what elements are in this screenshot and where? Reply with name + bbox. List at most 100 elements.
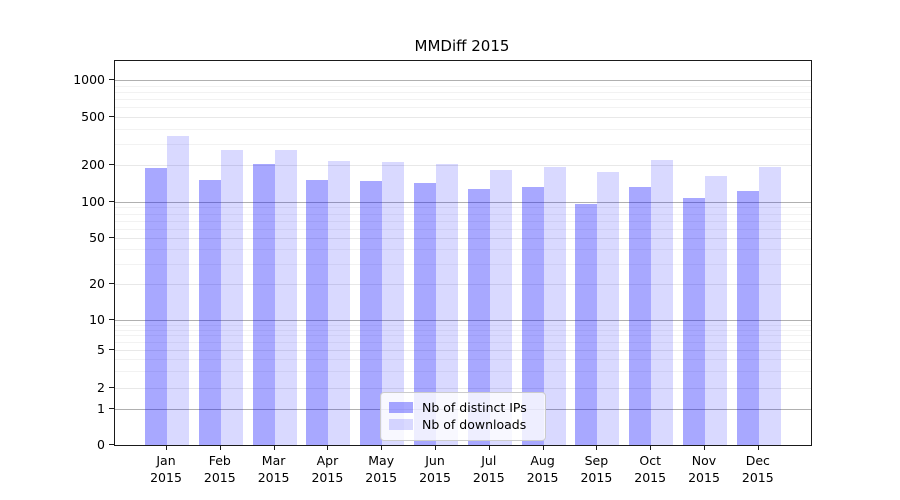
bar-downloads bbox=[758, 167, 781, 445]
x-tick-label-oct: Oct 2015 bbox=[620, 452, 680, 486]
x-tick-label-line: 2015 bbox=[365, 470, 398, 485]
bar-downloads bbox=[328, 160, 351, 445]
y-tick-label-0: 0 bbox=[97, 437, 105, 452]
y-tick-label-20: 20 bbox=[89, 276, 105, 291]
legend-swatch-downloads bbox=[389, 419, 413, 430]
minor-gridline bbox=[115, 263, 811, 265]
minor-gridline bbox=[115, 371, 811, 373]
bar-distinct-ips bbox=[360, 180, 383, 445]
x-tick-label-line: 2015 bbox=[150, 470, 182, 485]
x-tick-label-line: Aug bbox=[530, 453, 555, 468]
x-tick-label-line: Nov bbox=[691, 453, 717, 468]
x-tick-label-line: Apr bbox=[316, 453, 339, 468]
minor-gridline bbox=[115, 324, 811, 326]
x-tick-oct bbox=[650, 445, 652, 450]
x-tick-label-line: 2015 bbox=[741, 470, 774, 485]
legend-swatch-distinct-ips bbox=[389, 402, 413, 413]
bar-distinct-ips bbox=[306, 180, 329, 445]
bar-distinct-ips bbox=[683, 197, 705, 445]
minor-gridline bbox=[115, 335, 811, 337]
x-tick-label-line: Mar bbox=[261, 453, 286, 468]
x-tick-dec bbox=[757, 445, 759, 450]
y-tick-label-1000: 1000 bbox=[73, 72, 105, 87]
minor-gridline bbox=[115, 359, 811, 361]
chart-title: MMDiff 2015 bbox=[414, 37, 510, 55]
x-tick-label-aug: Aug 2015 bbox=[513, 452, 573, 486]
x-tick-nov bbox=[704, 445, 705, 450]
x-tick-label-dec: Dec 2015 bbox=[728, 452, 788, 486]
bar-downloads bbox=[436, 163, 458, 445]
minor-gridline bbox=[115, 207, 811, 209]
x-tick-label-line: 2015 bbox=[419, 470, 451, 485]
bar-downloads bbox=[167, 135, 189, 445]
bar-downloads bbox=[597, 171, 620, 445]
x-tick-label-line: Oct bbox=[639, 453, 661, 468]
minor-gridline bbox=[115, 85, 811, 87]
x-tick-apr bbox=[327, 445, 329, 450]
x-tick-label-line: 2015 bbox=[311, 470, 344, 485]
y-tick-2 bbox=[109, 387, 114, 388]
x-tick-label-line: May bbox=[368, 453, 395, 468]
minor-gridline bbox=[115, 342, 811, 344]
gridline-5 bbox=[115, 350, 811, 351]
minor-gridline bbox=[115, 228, 811, 230]
minor-gridline bbox=[115, 91, 811, 93]
minor-gridline bbox=[115, 143, 811, 145]
x-tick-label-nov: Nov 2015 bbox=[674, 452, 734, 486]
gridline-2 bbox=[115, 388, 811, 389]
bar-downloads bbox=[543, 166, 566, 445]
gridline-20 bbox=[115, 284, 811, 285]
gridline-10 bbox=[115, 320, 811, 321]
bar-downloads bbox=[382, 161, 405, 445]
gridline-1000 bbox=[115, 80, 811, 81]
bar-distinct-ips bbox=[736, 190, 759, 445]
y-tick-label-2: 2 bbox=[97, 380, 105, 395]
bar-downloads bbox=[705, 175, 727, 445]
gridline-200 bbox=[115, 165, 811, 166]
x-tick-label-jul: Jul 2015 bbox=[459, 452, 519, 486]
y-tick-label-1: 1 bbox=[97, 401, 105, 416]
minor-gridline bbox=[115, 128, 811, 130]
y-tick-200 bbox=[109, 164, 114, 165]
x-tick-label-line: 2015 bbox=[580, 470, 613, 485]
x-tick-label-line: 2015 bbox=[634, 470, 667, 485]
gridline-100 bbox=[115, 202, 811, 203]
legend: Nb of distinct IPs Nb of downloads bbox=[380, 392, 546, 441]
y-tick-label-50: 50 bbox=[89, 230, 105, 245]
x-tick-label-line: 2015 bbox=[257, 470, 290, 485]
x-tick-label-line: 2015 bbox=[688, 470, 720, 485]
bar-distinct-ips bbox=[252, 164, 275, 445]
minor-gridline bbox=[115, 99, 811, 101]
bar-distinct-ips bbox=[145, 167, 167, 445]
x-tick-label-may: May 2015 bbox=[351, 452, 411, 486]
bar-distinct-ips bbox=[467, 189, 490, 445]
legend-label-distinct-ips: Nb of distinct IPs bbox=[422, 400, 527, 415]
x-tick-label-line: 2015 bbox=[526, 470, 559, 485]
x-tick-label-sep: Sep 2015 bbox=[566, 452, 626, 486]
minor-gridline bbox=[115, 220, 811, 222]
y-tick-1000 bbox=[109, 79, 114, 80]
plot-area bbox=[114, 60, 812, 446]
x-tick-label-mar: Mar 2015 bbox=[244, 452, 304, 486]
x-tick-may bbox=[381, 445, 383, 450]
y-tick-label-200: 200 bbox=[81, 157, 105, 172]
y-tick-label-500: 500 bbox=[81, 109, 105, 124]
y-tick-20 bbox=[109, 283, 114, 284]
x-tick-label-line: Sep bbox=[584, 453, 609, 468]
y-tick-0 bbox=[109, 444, 114, 445]
legend-item-downloads: Nb of downloads bbox=[389, 416, 535, 433]
y-tick-label-5: 5 bbox=[97, 342, 105, 357]
x-tick-label-feb: Feb 2015 bbox=[190, 452, 250, 486]
legend-item-distinct-ips: Nb of distinct IPs bbox=[389, 399, 535, 416]
y-tick-label-100: 100 bbox=[81, 194, 105, 209]
x-tick-label-line: Jun bbox=[425, 453, 445, 468]
y-tick-500 bbox=[109, 116, 114, 117]
x-tick-feb bbox=[219, 445, 221, 450]
minor-gridline bbox=[115, 213, 811, 215]
minor-gridline bbox=[115, 329, 811, 331]
bar-downloads bbox=[489, 170, 512, 445]
bar-downloads bbox=[651, 160, 674, 445]
x-tick-aug bbox=[542, 445, 544, 450]
bar-distinct-ips bbox=[414, 182, 436, 445]
